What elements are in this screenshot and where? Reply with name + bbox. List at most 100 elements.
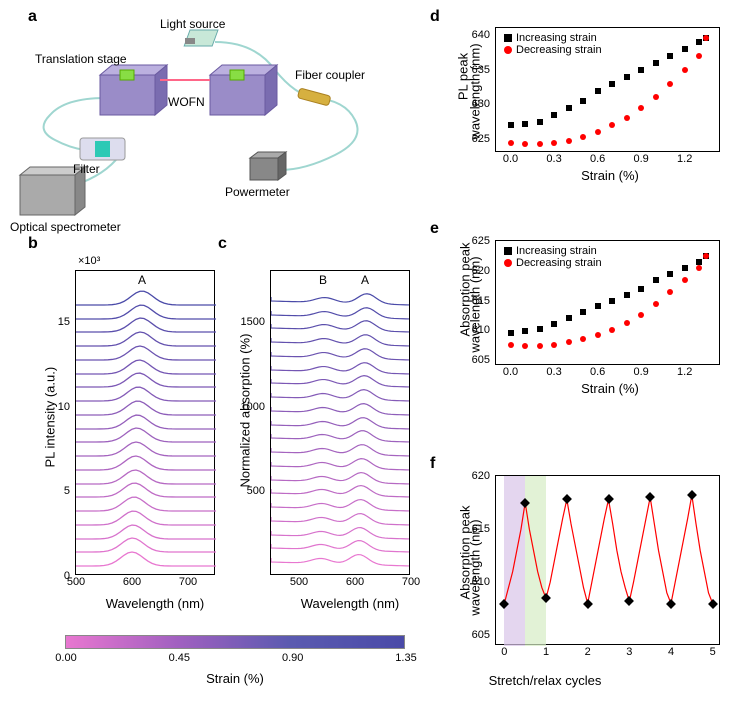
panel-e-label: e	[430, 220, 439, 238]
plot-d: 0.00.30.60.91.2625630635640Increasing st…	[495, 27, 720, 152]
legend-inc: Increasing strain	[504, 32, 602, 44]
label-filter: Filter	[73, 162, 100, 176]
colorbar-label: Strain (%)	[175, 671, 295, 686]
data-point-inc	[537, 326, 543, 332]
label-wofn: WOFN	[168, 95, 205, 109]
ylabel-b: PL intensity (a.u.)	[43, 368, 58, 468]
tick-label: 0.6	[590, 366, 605, 378]
ylabel-d2: wavelength (nm)	[468, 32, 483, 152]
panel-f-chart: 012345605610615620 Absorption peak wavel…	[475, 470, 725, 670]
data-point-dec	[703, 253, 709, 259]
panel-a-diagram: Light source Translation stage WOFN Fibe…	[15, 20, 375, 220]
tick-label: 700	[402, 576, 420, 588]
panel-d-chart: 0.00.30.60.91.2625630635640Increasing st…	[475, 22, 725, 182]
xlabel-f: Stretch/relax cycles	[465, 673, 625, 688]
panel-d-label: d	[430, 8, 440, 26]
ylabel-f2: wavelength (nm)	[468, 508, 483, 628]
data-point-inc	[522, 328, 528, 334]
data-point-dec	[508, 342, 514, 348]
tick-label: 600	[346, 576, 364, 588]
tick-label: 0.9	[634, 366, 649, 378]
data-point-dec	[566, 138, 572, 144]
data-point-dec	[551, 140, 557, 146]
tick-label: 0.3	[546, 366, 561, 378]
tick-label: 3	[626, 646, 632, 658]
data-point-inc	[624, 292, 630, 298]
xlabel-b: Wavelength (nm)	[95, 596, 215, 611]
data-point-dec	[667, 81, 673, 87]
tick-label: 1500	[241, 316, 265, 328]
data-point-inc	[653, 60, 659, 66]
data-point-inc	[537, 119, 543, 125]
data-point-dec	[537, 141, 543, 147]
tick-label: 2	[585, 646, 591, 658]
tick-label: 5	[710, 646, 716, 658]
data-point-inc	[696, 39, 702, 45]
colorbar-tick: 0.00	[55, 652, 76, 664]
colorbar-tick: 1.35	[395, 652, 416, 664]
data-point-dec	[508, 140, 514, 146]
data-point-dec	[580, 336, 586, 342]
y-mult-b: ×10³	[78, 255, 100, 267]
tick-label: 605	[472, 629, 490, 641]
data-point-dec	[696, 53, 702, 59]
tick-label: 4	[668, 646, 674, 658]
data-point-dec	[682, 277, 688, 283]
data-point-dec	[624, 320, 630, 326]
tick-label: 0.6	[590, 153, 605, 165]
data-point-dec	[638, 312, 644, 318]
data-point-inc	[551, 321, 557, 327]
data-point-dec	[609, 327, 615, 333]
data-point-dec	[682, 67, 688, 73]
panel-b-label: b	[28, 235, 38, 253]
label-powermeter: Powermeter	[225, 185, 290, 199]
peak-label-b: B	[319, 273, 327, 287]
data-point-dec	[653, 94, 659, 100]
plot-f: 012345605610615620	[495, 475, 720, 645]
data-point-inc	[551, 112, 557, 118]
colorbar-tick: 0.45	[169, 652, 190, 664]
tick-label: 500	[290, 576, 308, 588]
peak-label-a: A	[138, 273, 146, 287]
diagram-svg	[15, 20, 375, 220]
tick-label: 0	[501, 646, 507, 658]
tick-label: 1	[543, 646, 549, 658]
data-point-dec	[522, 343, 528, 349]
panel-b-chart: A500600700051015 PL intensity (a.u.) ×10…	[60, 255, 215, 595]
data-point-inc	[580, 309, 586, 315]
tick-label: 1.2	[677, 366, 692, 378]
legend-dec: Decreasing strain	[504, 44, 602, 56]
xlabel-c: Wavelength (nm)	[290, 596, 410, 611]
panel-e-chart: 0.00.30.60.91.2605610615620625Increasing…	[475, 235, 725, 395]
data-point-inc	[609, 81, 615, 87]
legend-inc: Increasing strain	[504, 245, 602, 257]
data-point-inc	[580, 98, 586, 104]
data-point-inc	[508, 330, 514, 336]
label-fiber-coupler: Fiber coupler	[295, 68, 365, 82]
tick-label: 0.0	[503, 366, 518, 378]
data-point-dec	[653, 301, 659, 307]
tick-label: 0.3	[546, 153, 561, 165]
plot-c: AB50060070050010001500	[270, 270, 410, 575]
ylabel-e2: wavelength (nm)	[468, 245, 483, 365]
data-point-inc	[624, 74, 630, 80]
data-point-inc	[595, 88, 601, 94]
label-translation-stage: Translation stage	[35, 52, 127, 66]
ylabel-c: Normalized absorption (%)	[238, 348, 253, 488]
plot-b: A500600700051015	[75, 270, 215, 575]
data-point-inc	[595, 303, 601, 309]
data-point-dec	[696, 265, 702, 271]
colorbar-tick: 0.90	[282, 652, 303, 664]
tick-label: 15	[58, 316, 70, 328]
data-point-inc	[609, 298, 615, 304]
tick-label: 620	[472, 470, 490, 482]
data-point-inc	[667, 53, 673, 59]
data-point-dec	[566, 339, 572, 345]
data-point-dec	[595, 129, 601, 135]
tick-label: 10	[58, 401, 70, 413]
data-point-dec	[703, 35, 709, 41]
data-point-inc	[566, 315, 572, 321]
data-point-inc	[638, 286, 644, 292]
data-point-inc	[682, 265, 688, 271]
colorbar: 0.000.450.901.35	[65, 635, 405, 649]
